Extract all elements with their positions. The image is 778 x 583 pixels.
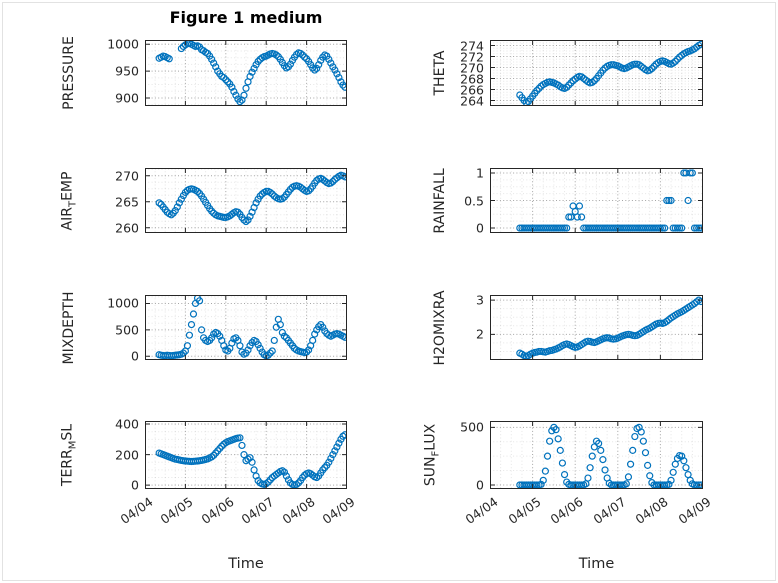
y-tick-label: 0 [131,477,139,493]
y-axis-label: SUNFLUX [422,423,442,487]
y-tick-label: 1000 [107,36,139,52]
y-tick-label: 0.5 [464,193,484,208]
plot-canvas [145,421,347,489]
y-axis-label: THETA [432,50,448,96]
y-axis-label: RAINFALL [432,167,448,234]
x-tick-label: 04/07 [590,494,629,527]
x-tick-label: 04/09 [319,494,358,527]
y-tick-label: 200 [115,447,139,463]
x-tick-label: 04/04 [117,494,156,527]
y-tick-label: 272 [460,49,484,64]
y-axis-label: PRESSURE [61,36,77,110]
subplot-mixdepth: 0 500 1000 MIXDEPTH [61,291,347,364]
y-tick-label: 1000 [107,295,139,311]
y-tick-label: 0 [476,477,484,493]
subplot-sun-flux: 0 500 04/04 04/05 04/06 04/07 04/08 04/09 SUNFLU… [423,420,714,527]
y-tick-label: 266 [460,82,484,97]
y-tick-label: 0 [131,348,139,364]
x-axis-label-left: Time [228,556,264,572]
plot-canvas [490,421,703,489]
subplot-air-temp: 260 265 270 AIRTEMP [60,168,347,235]
subplot-terr-msl: 0 200 400 04/04 04/05 04/06 04/07 04/08 04/09 TER… [60,417,358,527]
plot-canvas [490,40,703,106]
x-tick-label: 04/08 [279,494,318,527]
y-tick-label: 1 [476,165,484,181]
y-tick-label: 270 [460,60,484,75]
x-tick-label: 04/07 [238,494,277,527]
x-axis-label-right: Time [578,556,615,572]
plot-canvas [145,168,347,233]
y-tick-label: 500 [460,419,484,435]
y-tick-label: 400 [115,416,139,432]
y-tick-label: 0 [476,220,484,236]
subplot-pressure: 900 950 1000 PRESSURE [61,36,347,110]
plot-canvas [145,295,347,360]
plot-canvas [490,168,703,233]
x-tick-label: 04/09 [675,494,714,527]
y-tick-label: 500 [115,322,139,338]
figure-title: Figure 1 medium [169,8,323,27]
y-tick-label: 2 [476,326,484,342]
subplot-theta: 264 266 268 270 272 274 THETA [432,38,703,108]
plot-canvas [490,295,703,360]
x-tick-label: 04/08 [632,494,671,527]
x-tick-label: 04/06 [198,494,237,527]
y-tick-label: 260 [115,220,139,236]
x-tick-label: 04/04 [462,494,501,527]
plot-canvas [145,40,347,106]
x-tick-label: 04/06 [547,494,586,527]
y-tick-label: 950 [115,63,139,79]
y-tick-label: 268 [460,71,484,86]
y-axis-label: AIRTEMP [59,171,79,230]
y-tick-label: 274 [460,38,484,53]
subplot-rainfall: 0 0.5 1 RAINFALL [432,165,703,236]
y-tick-label: 900 [115,90,139,106]
y-tick-label: 270 [115,168,139,184]
x-tick-label: 04/05 [157,494,196,527]
subplot-h2omixra: 2 3 H2OMIXRA [432,290,703,365]
y-tick-label: 264 [460,93,484,108]
y-axis-label: H2OMIXRA [432,289,448,366]
y-tick-label: 3 [476,292,484,308]
x-tick-label: 04/05 [505,494,544,527]
y-tick-label: 265 [115,194,139,210]
y-axis-label: TERRMSL [59,423,79,487]
y-axis-label: MIXDEPTH [61,290,77,365]
